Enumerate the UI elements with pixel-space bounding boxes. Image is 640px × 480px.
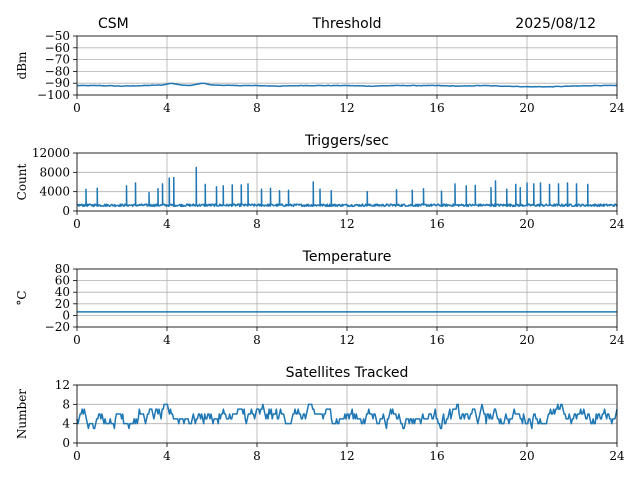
y-tick-label: 8 (62, 397, 70, 411)
y-axis-label: Count (15, 163, 29, 200)
x-tick-label: 4 (163, 449, 171, 463)
y-tick-label: 12 (55, 378, 70, 392)
x-tick-label: 8 (253, 449, 261, 463)
x-tick-label: 8 (253, 217, 261, 231)
x-tick-label: 20 (519, 333, 534, 347)
y-tick-label: 4 (62, 417, 70, 431)
series-line (76, 82, 618, 88)
x-tick-label: 8 (253, 333, 261, 347)
y-tick-label: 60 (55, 274, 70, 288)
chart-panels: 0 4 8 12 16 20 24 −100−90−80−70−60−50 Threshold d… (15, 16, 625, 463)
x-tick-label: 12 (339, 217, 354, 231)
x-tick-label: 0 (73, 449, 81, 463)
chart-title: Satellites Tracked (286, 365, 409, 381)
y-tick-label: 8000 (39, 165, 70, 179)
y-axis-label: Number (15, 389, 29, 439)
y-tick-label: 0 (62, 308, 70, 322)
x-tick-label: 20 (519, 449, 534, 463)
x-tick-label: 20 (519, 217, 534, 231)
panel-0: 0 4 8 12 16 20 24 −100−90−80−70−60−50 Threshold d… (15, 16, 625, 115)
x-tick-label: 0 (73, 333, 81, 347)
y-tick-label: 4000 (39, 185, 70, 199)
y-tick-label: −90 (45, 76, 70, 90)
y-tick-label: −60 (45, 41, 70, 55)
y-tick-label: 20 (55, 297, 70, 311)
x-tick-label: 24 (609, 449, 625, 463)
y-tick-label: −20 (45, 320, 70, 334)
series-line (76, 166, 618, 208)
y-tick-label: 12000 (32, 146, 70, 160)
x-tick-label: 0 (73, 101, 81, 115)
x-tick-label: 16 (429, 449, 444, 463)
panel-1: 0 4 8 12 16 20 24 0 4000 8000 12000 Triggers/sec Cou… (15, 133, 625, 231)
y-tick-label: 80 (55, 262, 70, 276)
x-tick-label: 24 (609, 333, 625, 347)
series-line (76, 403, 618, 430)
x-tick-label: 16 (429, 333, 444, 347)
x-tick-label: 12 (339, 449, 354, 463)
chart-title: Threshold (312, 16, 382, 32)
x-tick-label: 12 (339, 101, 354, 115)
y-tick-label: −100 (37, 88, 70, 102)
x-tick-label: 12 (339, 333, 354, 347)
y-tick-label: −70 (45, 53, 70, 67)
y-tick-label: −50 (45, 29, 70, 43)
y-tick-label: −80 (45, 64, 70, 78)
panel-3: 0 4 8 12 16 20 24 0 4 8 12 Satellites Tracked Number (15, 365, 625, 463)
y-tick-label: 0 (62, 204, 70, 218)
y-axis-label: °C (15, 290, 29, 305)
x-tick-label: 20 (519, 101, 534, 115)
y-tick-label: 0 (62, 436, 70, 450)
x-tick-label: 24 (609, 101, 625, 115)
x-tick-label: 0 (73, 217, 81, 231)
header-date-label: 2025/08/12 (515, 16, 596, 32)
x-tick-label: 4 (163, 101, 171, 115)
x-tick-label: 16 (429, 217, 444, 231)
chart-title: Triggers/sec (304, 133, 389, 149)
x-tick-label: 24 (609, 217, 625, 231)
x-tick-label: 4 (163, 217, 171, 231)
chart-title: Temperature (302, 249, 392, 265)
x-tick-label: 4 (163, 333, 171, 347)
y-tick-label: 40 (55, 285, 70, 299)
y-axis-label: dBm (15, 51, 29, 80)
x-tick-label: 8 (253, 101, 261, 115)
header-left-label: CSM (98, 16, 129, 32)
x-tick-label: 16 (429, 101, 444, 115)
